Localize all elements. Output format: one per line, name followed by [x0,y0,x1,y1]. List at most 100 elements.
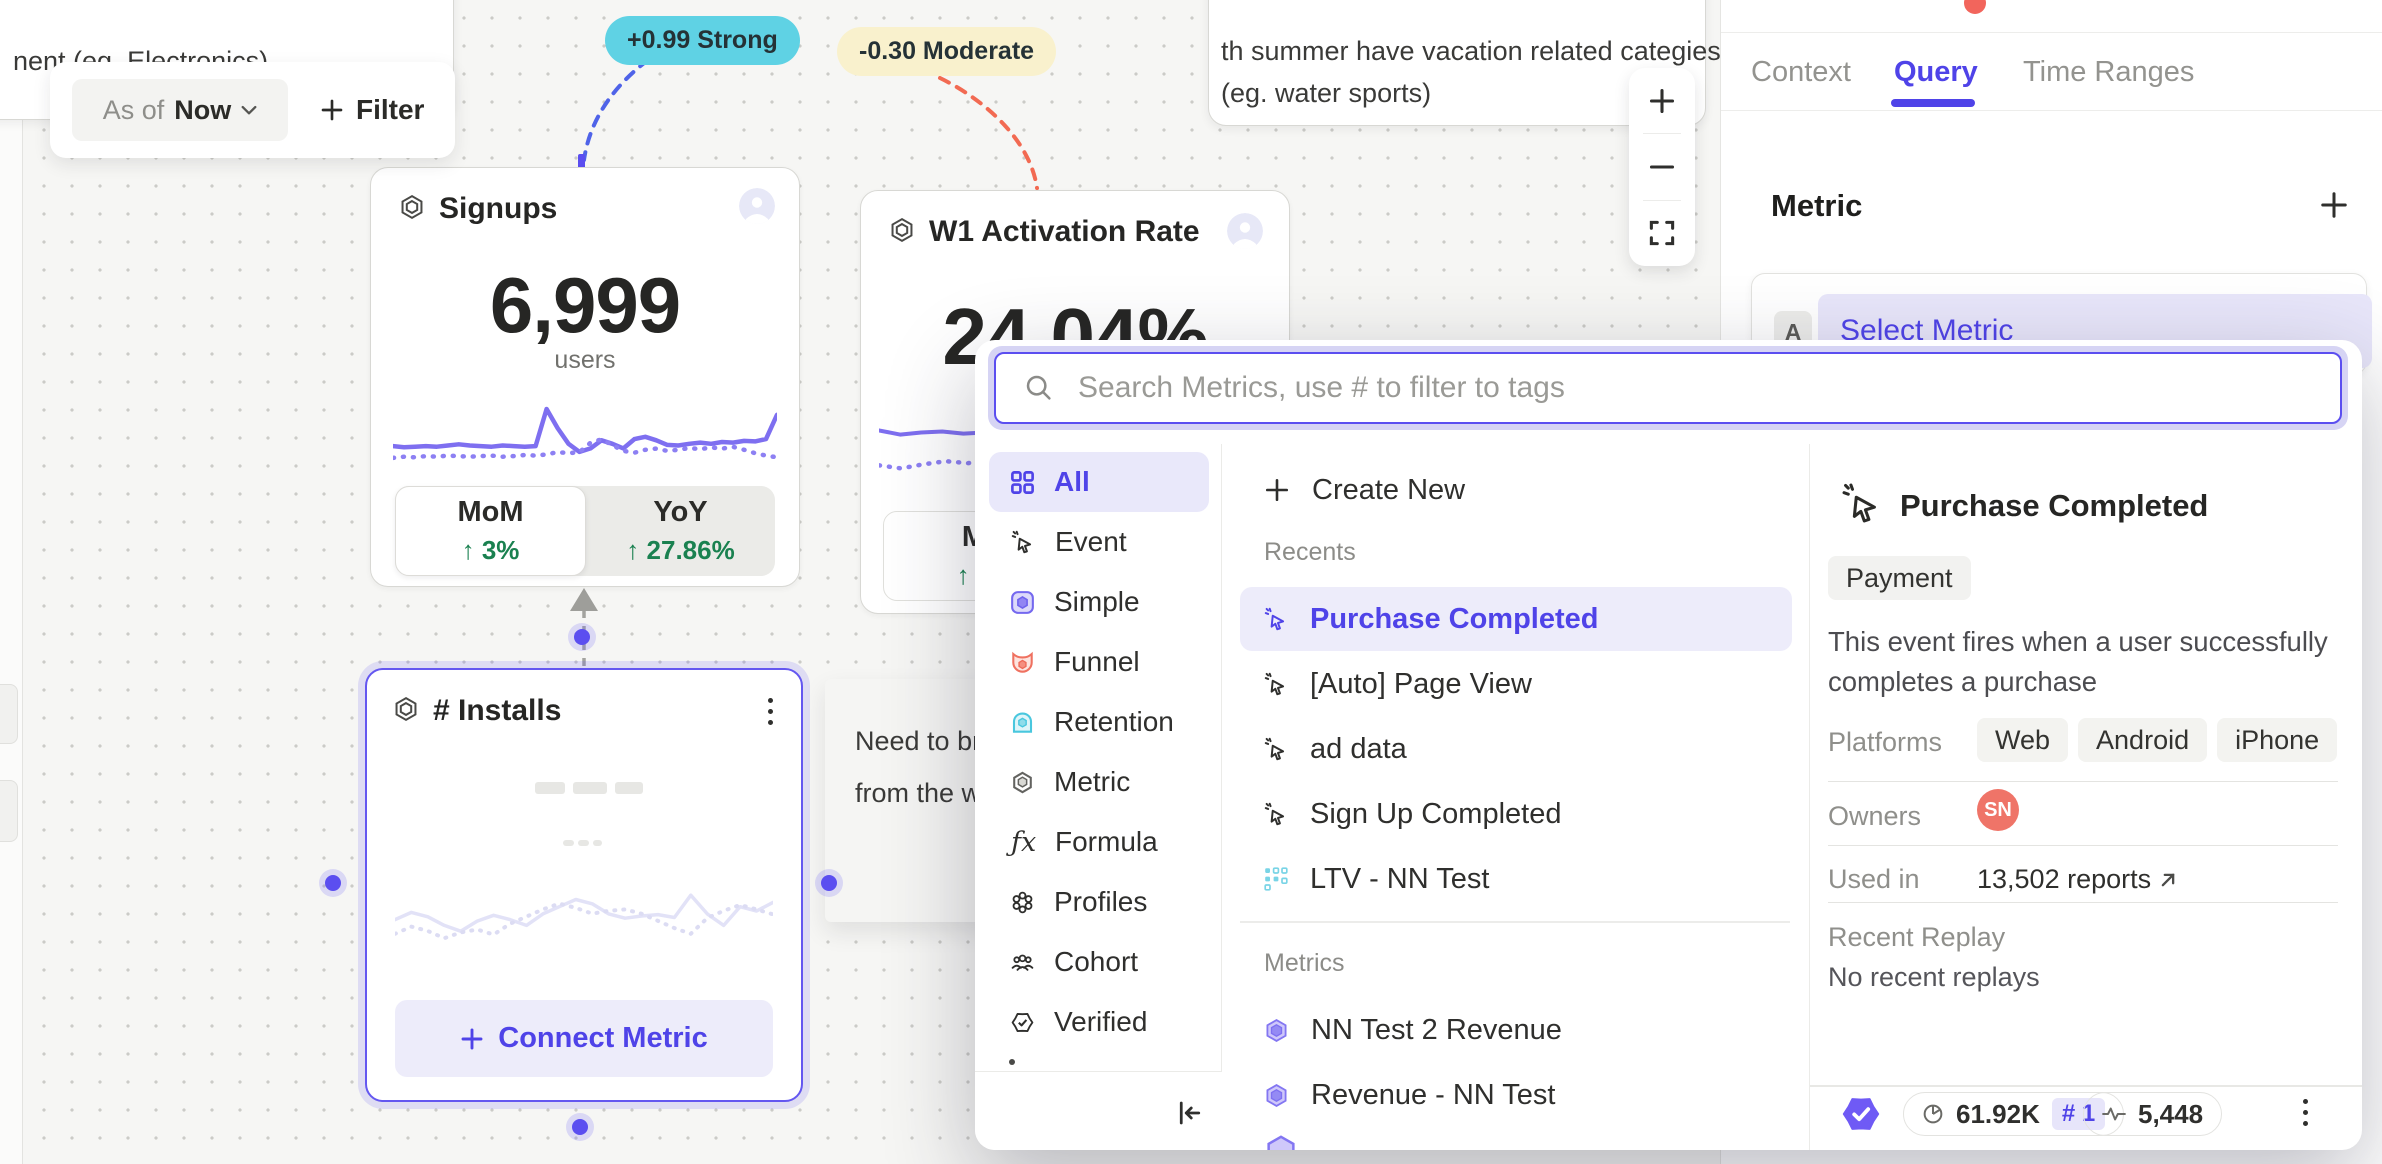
category-funnel[interactable]: Funnel [989,632,1209,692]
skeleton-bar [535,782,565,794]
recents-section-label: Recents [1264,538,1356,566]
zoom-in-button[interactable] [1629,68,1695,133]
used-in-link[interactable]: 13,502 reports [1977,864,2177,895]
toggle-mom[interactable]: MoM ↑ 3% [395,486,586,576]
tab-context[interactable]: Context [1751,56,1851,88]
add-metric-button[interactable] [2319,190,2349,220]
card-title: W1 Activation Rate [929,215,1200,248]
category-profiles[interactable]: Profiles [989,872,1209,932]
collapse-panel-icon[interactable] [1175,1098,1205,1128]
result-purchase-completed[interactable]: Purchase Completed [1240,587,1792,651]
connect-metric-button[interactable]: Connect Metric [395,1000,773,1077]
as-of-dropdown[interactable]: As of Now [72,79,288,141]
category-column: All Event Simple Funnel Retention Metric [975,444,1222,1150]
used-in-value: 13,502 reports [1977,864,2152,894]
category-cohort[interactable]: Cohort [989,932,1209,992]
avatar[interactable] [739,188,775,224]
category-label: Retention [1054,706,1174,737]
tab-time-ranges[interactable]: Time Ranges [2023,56,2195,88]
owners-label: Owners [1828,801,1922,831]
card-menu-kebab-icon[interactable] [768,698,773,725]
clipped-metric-icon [1267,1135,1295,1150]
correlation-badge-strong[interactable]: +0.99 Strong [605,16,800,65]
category-retention[interactable]: Retention [989,692,1209,752]
used-in-label: Used in [1828,864,1920,894]
category-simple[interactable]: Simple [989,572,1209,632]
sticky-note-summer[interactable]: th summer have vacation related categies… [1208,0,1721,126]
result-revenue-nn-test[interactable]: Revenue - NN Test [1240,1063,1792,1127]
query-count-pill[interactable]: 61.92K # 1 [1903,1092,2125,1136]
event-cursor-icon [1264,672,1285,696]
card-title: # Installs [433,694,562,727]
connector-handle-dot[interactable] [821,875,837,891]
connector-handle-dot[interactable] [572,1119,588,1135]
event-title: Purchase Completed [1900,488,2209,523]
canvas-zoom-controls [1629,68,1695,266]
sparkline-dotted [393,408,777,466]
toggle-delta: ↑ 3% [461,535,520,565]
category-all[interactable]: All [989,452,1209,512]
category-column-footer [975,1071,1222,1150]
result-ltv-nn-test[interactable]: LTV - NN Test [1240,847,1792,911]
category-label: Formula [1055,826,1158,857]
toggle-yoy[interactable]: YoY ↑ 27.86% [586,486,775,576]
metrics-section-label: Metrics [1264,949,1345,977]
metric-card-installs[interactable]: # Installs Connect Metric [365,668,803,1102]
skeleton-bar [573,782,607,794]
metric-search-input[interactable] [1076,370,2312,406]
sparkline-solid [393,402,777,460]
ltv-grid-icon [1264,867,1288,891]
note-line: (eg. water sports) [1221,78,1432,108]
category-metric[interactable]: Metric [989,752,1209,812]
divider [1828,845,2338,846]
event-cursor-icon [1264,802,1285,826]
category-label: Metric [1054,766,1131,797]
create-new-button[interactable]: Create New [1240,458,1792,522]
event-count-pill[interactable]: 5,448 [2083,1092,2223,1136]
metric-hexagon-icon [401,194,423,220]
minus-icon [1649,165,1675,169]
metric-card-signups[interactable]: Signups 6,999 users MoM ↑ 3% YoY ↑ 27.86… [370,167,800,587]
result-label: Revenue - NN Test [1311,1078,1556,1111]
clipped-category-icon [1009,1059,1015,1065]
category-label: Profiles [1054,886,1148,917]
platforms-label: Platforms [1828,727,1943,757]
connector-handle-dot[interactable] [325,875,341,891]
fit-screen-button[interactable] [1629,201,1695,266]
result-sign-up-completed[interactable]: Sign Up Completed [1240,782,1792,846]
event-tag-payment[interactable]: Payment [1828,556,1971,600]
category-verified[interactable]: Verified [989,992,1209,1052]
result-label: Sign Up Completed [1310,797,1562,830]
add-filter-button[interactable]: Filter [320,94,424,126]
category-label: Cohort [1054,946,1139,977]
category-formula[interactable]: ƒx Formula [989,812,1209,872]
platform-pills: Web Android iPhone [1977,718,2338,762]
correlation-badge-moderate-label: -0.30 Moderate [859,37,1035,65]
detail-menu-kebab-icon[interactable] [2303,1099,2308,1126]
pie-icon [1923,1104,1943,1124]
event-cursor-icon [1264,737,1285,761]
result-nn-test-2-revenue[interactable]: NN Test 2 Revenue [1240,998,1792,1062]
metric-search-field[interactable] [994,352,2342,424]
category-event[interactable]: Event [989,512,1209,572]
result-ad-data[interactable]: ad data [1240,717,1792,781]
connector-handle-dot[interactable] [574,629,590,645]
event-cursor-icon [1842,483,1876,523]
event-count-value: 5,448 [2138,1098,2204,1129]
result-auto-page-view[interactable]: [Auto] Page View [1240,652,1792,716]
correlation-badge-moderate[interactable]: -0.30 Moderate [837,27,1057,76]
owner-avatar[interactable]: SN [1977,789,2019,831]
verified-badge-icon[interactable] [1841,1094,1881,1134]
correlation-badge-strong-label: +0.99 Strong [627,26,778,54]
zoom-out-button[interactable] [1629,134,1695,199]
note-line: th summer have vacation related categies [1221,36,1721,66]
connect-metric-label: Connect Metric [498,1022,708,1054]
result-label: [Auto] Page View [1310,667,1532,700]
results-column: Create New Recents Purchase Completed [A… [1222,444,1810,1150]
avatar[interactable] [1227,213,1263,249]
category-label: All [1054,466,1090,497]
platform-android: Android [2078,718,2208,762]
tab-query[interactable]: Query [1894,56,1978,88]
category-label: Event [1055,526,1127,557]
divider [1828,781,2338,782]
